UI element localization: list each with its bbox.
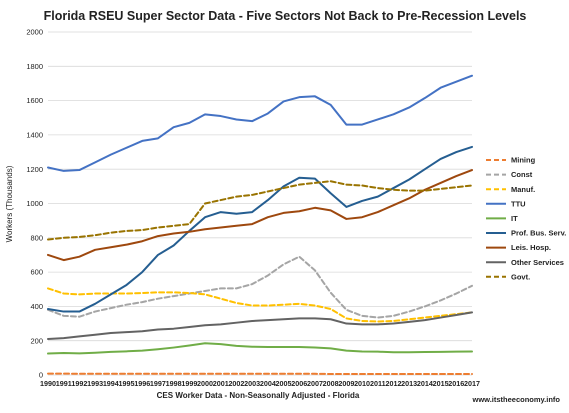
y-tick-label: 1200: [26, 165, 43, 174]
x-tick-label: 2003: [244, 379, 260, 388]
x-tick-label: 2002: [228, 379, 244, 388]
x-tick-label: 2009: [338, 379, 354, 388]
x-tick-label: 2017: [464, 379, 480, 388]
x-tick-label: 2006: [291, 379, 307, 388]
y-tick-label: 200: [30, 336, 43, 345]
x-tick-label: 1996: [134, 379, 150, 388]
series-line-prof-bus-serv: [47, 145, 473, 313]
y-tick-label: 400: [30, 302, 43, 311]
legend: Mining Const Manuf. TTU IT Prof. Bus. Serv. Le…: [486, 156, 566, 281]
y-tick-label: 1800: [26, 62, 43, 71]
x-tick-label: 2014: [417, 379, 433, 388]
x-tick-label: 1991: [56, 379, 72, 388]
legend-label-mining: Mining: [511, 156, 536, 165]
y-tick-label: 2000: [26, 28, 43, 37]
legend-label-ttu: TTU: [511, 199, 526, 208]
x-tick-label: 1998: [166, 379, 182, 388]
legend-label-prof-bus-serv: Prof. Bus. Serv.: [511, 229, 566, 238]
x-tick-label: 2011: [370, 379, 386, 388]
x-tick-label: 2004: [260, 379, 276, 388]
series-line-other-services: [47, 311, 473, 340]
chart-title: Florida RSEU Super Sector Data - Five Se…: [44, 9, 527, 23]
legend-label-leis-hosp: Leis. Hosp.: [511, 243, 551, 252]
x-tick-label: 2000: [197, 379, 213, 388]
y-axis-label: Workers (Thousands): [5, 165, 14, 242]
y-tick-label: 800: [30, 233, 43, 242]
y-tick-label: 1000: [26, 199, 43, 208]
x-tick-label: 2001: [213, 379, 229, 388]
legend-label-govt: Govt.: [511, 272, 530, 281]
y-axis-ticks: 0 200 400 600 800 1000 1200 1400 1600 1800 2000: [26, 28, 43, 380]
x-tick-label: 2013: [401, 379, 417, 388]
x-tick-label: 1994: [103, 379, 119, 388]
legend-label-manuf: Manuf.: [511, 185, 535, 194]
series-line-const: [47, 255, 473, 319]
series-line-govt: [47, 180, 473, 241]
x-tick-label: 1993: [87, 379, 103, 388]
x-tick-label: 2005: [276, 379, 292, 388]
series-line-leis-hosp: [47, 169, 473, 262]
x-tick-label: 2007: [307, 379, 323, 388]
y-tick-label: 0: [39, 371, 43, 380]
x-tick-label: 2010: [354, 379, 370, 388]
x-tick-label: 1990: [40, 379, 56, 388]
legend-label-const: Const: [511, 170, 533, 179]
legend-label-it: IT: [511, 214, 518, 223]
series-line-it: [47, 342, 473, 355]
y-tick-label: 1600: [26, 96, 43, 105]
x-axis-ticks: 1990 1991 1992 1993 1994 1995 1996 1997 1998 1999…: [40, 379, 480, 388]
source-credit: www.itstheeconomy.info: [471, 395, 560, 404]
y-tick-label: 1400: [26, 131, 43, 140]
x-tick-label: 1997: [150, 379, 166, 388]
series-line-manuf: [47, 287, 473, 323]
x-tick-label: 1995: [119, 379, 135, 388]
x-tick-label: 2016: [448, 379, 464, 388]
legend-label-other-services: Other Services: [511, 258, 564, 267]
y-tick-label: 600: [30, 268, 43, 277]
x-tick-label: 2008: [323, 379, 339, 388]
x-tick-label: 1992: [71, 379, 87, 388]
x-tick-label: 2015: [433, 379, 449, 388]
x-tick-label: 2012: [385, 379, 401, 388]
x-axis-label: CES Worker Data - Non-Seasonally Adjuste…: [157, 391, 360, 400]
series-line-ttu: [47, 74, 473, 172]
series-lines: [47, 74, 473, 375]
x-tick-label: 1999: [181, 379, 197, 388]
